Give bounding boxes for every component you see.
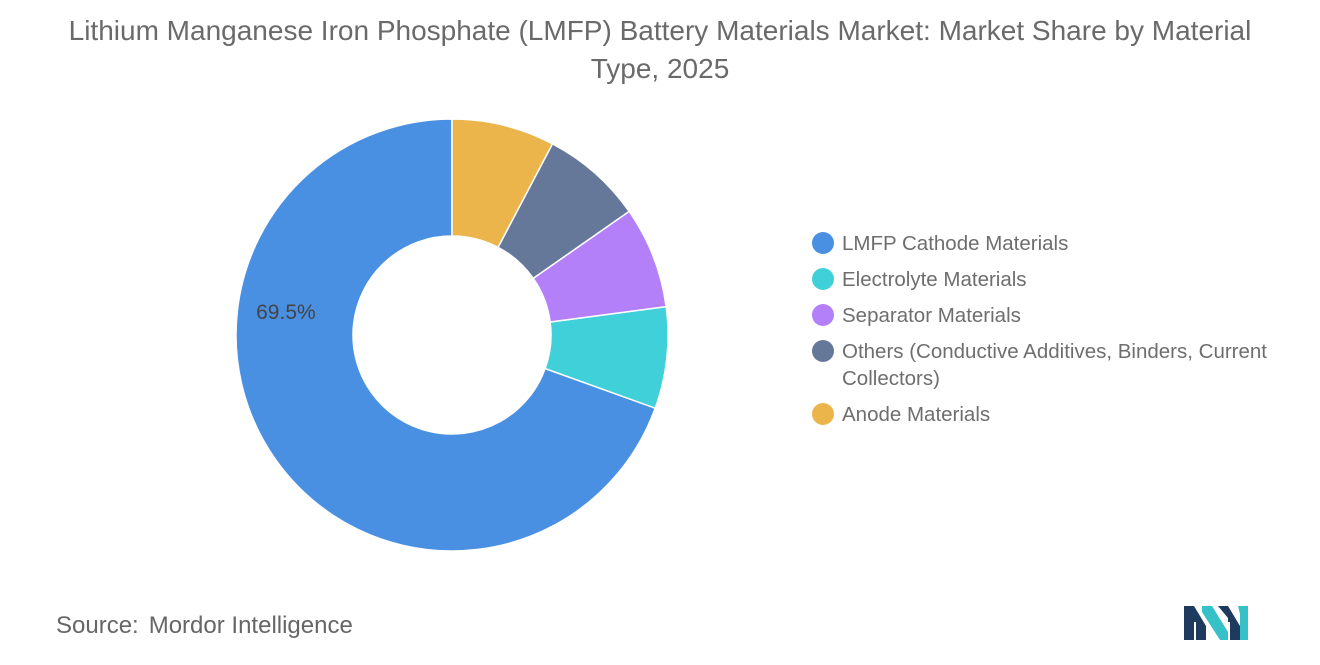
legend-item-2: Separator Materials (812, 302, 1282, 329)
legend-label: Anode Materials (842, 403, 991, 426)
legend-marker (812, 232, 834, 254)
donut-slice-0 (235, 118, 657, 552)
legend-label: LMFP Cathode Materials (842, 232, 1069, 255)
slice-label-0: 69.5% (256, 301, 316, 324)
donut-slice-4 (451, 118, 554, 249)
legend-marker (812, 403, 834, 425)
legend-item-4: Anode Materials (812, 401, 1282, 428)
chart-legend: LMFP Cathode Materials Electrolyte Materi… (812, 230, 1282, 437)
legend-label: Separator Materials (842, 304, 1021, 327)
legend-item-3: Others (Conductive Additives, Binders, C… (812, 338, 1282, 392)
chart-title: Lithium Manganese Iron Phosphate (LMFP) … (68, 15, 1252, 84)
legend-marker (812, 268, 834, 290)
source-note: Source: Mordor Intelligence (56, 612, 353, 640)
legend-marker (812, 340, 834, 362)
source-label: Source: (56, 612, 139, 639)
legend-label: Electrolyte Materials (842, 268, 1027, 291)
mordor-intelligence-logo-icon (1184, 606, 1248, 640)
legend-item-1: Electrolyte Materials (812, 266, 1282, 293)
legend-item-0: LMFP Cathode Materials (812, 230, 1282, 257)
legend-label: Others (Conductive Additives, Binders, C… (842, 340, 1267, 390)
source-value: Mordor Intelligence (148, 612, 353, 639)
legend-marker (812, 304, 834, 326)
